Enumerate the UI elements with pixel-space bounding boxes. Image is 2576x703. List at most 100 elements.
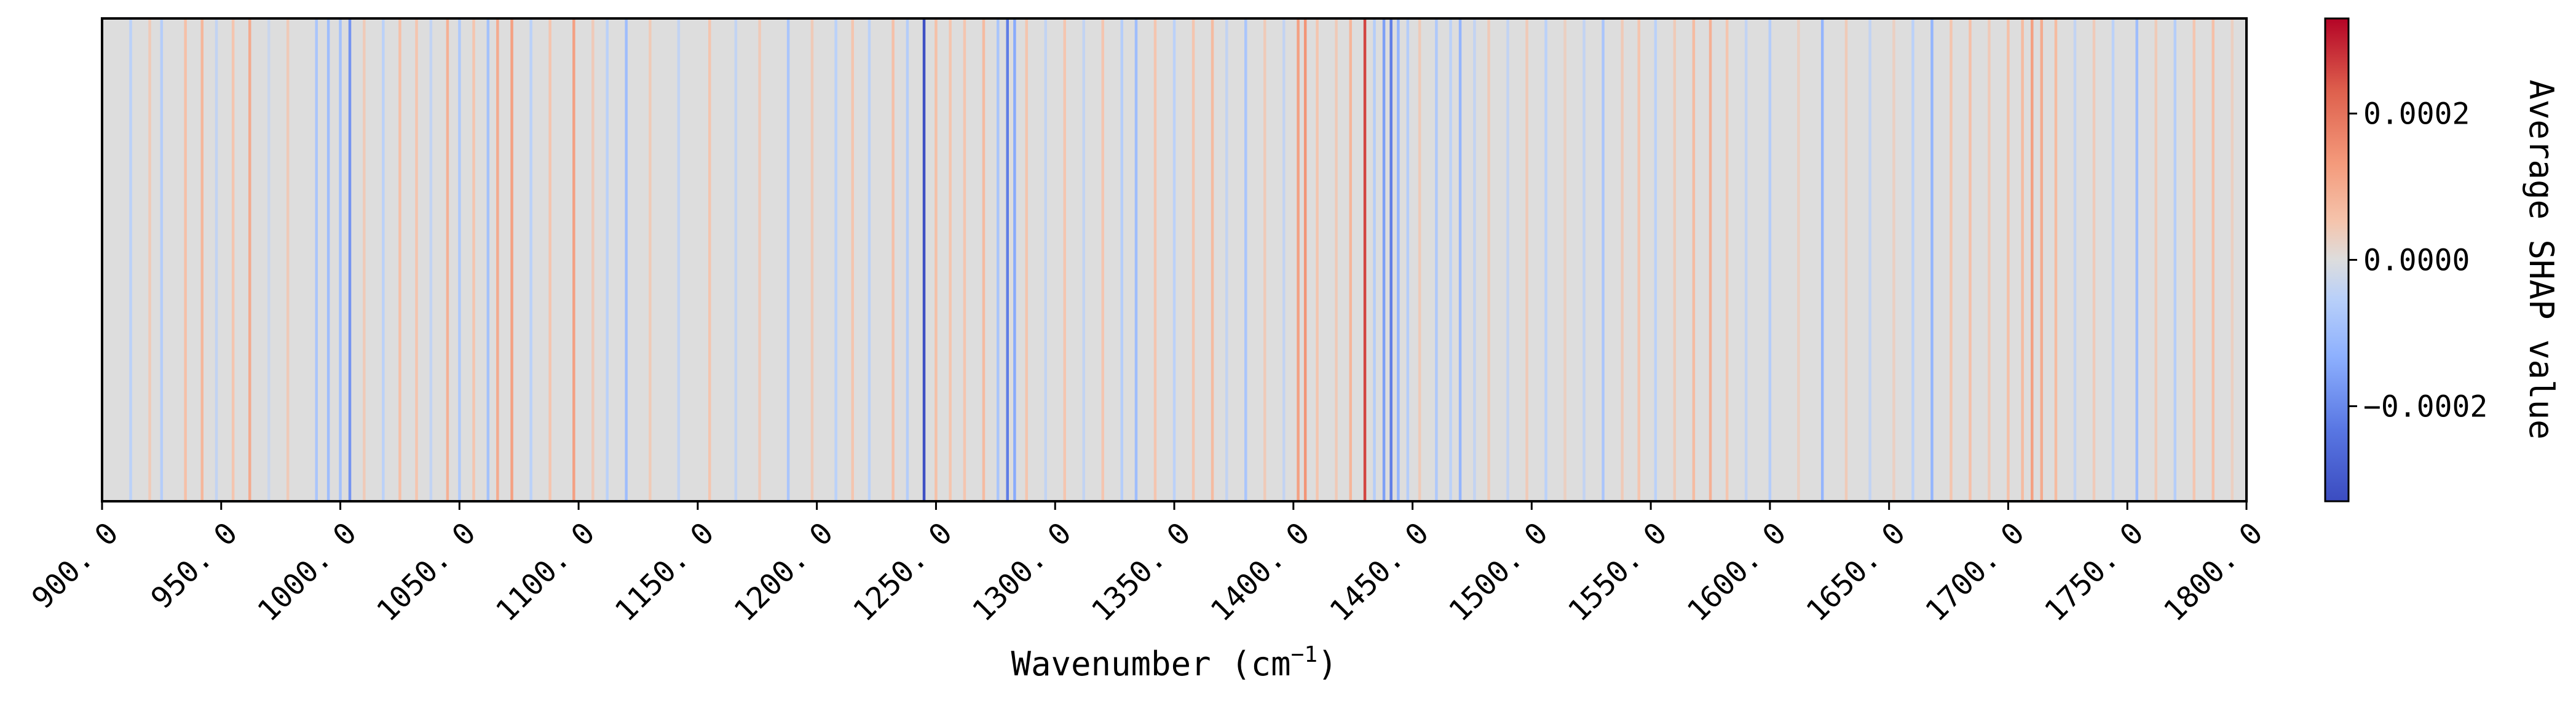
heatmap-band bbox=[2054, 18, 2058, 501]
heatmap-band bbox=[1988, 18, 1991, 501]
heatmap-band bbox=[677, 18, 681, 501]
heatmap-band bbox=[1244, 18, 1247, 501]
heatmap-band bbox=[1969, 18, 1972, 501]
heatmap-band bbox=[1744, 18, 1748, 501]
heatmap-band bbox=[1725, 18, 1729, 501]
heatmap-band bbox=[1654, 18, 1657, 501]
heatmap-band bbox=[2173, 18, 2176, 501]
heatmap-band bbox=[1335, 18, 1338, 501]
heatmap-band bbox=[1525, 18, 1528, 501]
heatmap-band bbox=[851, 18, 854, 501]
colorbar-tick-label: 0.0002 bbox=[2363, 97, 2470, 132]
heatmap-band bbox=[231, 18, 235, 501]
heatmap-band bbox=[2111, 18, 2115, 501]
heatmap-band bbox=[1435, 18, 1438, 501]
heatmap-band bbox=[326, 18, 330, 501]
x-tick-label: 1350. 0 bbox=[1085, 516, 1198, 629]
x-tick-label: 1650. 0 bbox=[1800, 516, 1912, 629]
colorbar-tick-label: 0.0000 bbox=[2363, 244, 2470, 278]
heatmap-band bbox=[2040, 18, 2043, 501]
heatmap-band bbox=[1418, 18, 1421, 501]
heatmap-band bbox=[1950, 18, 1953, 501]
heatmap-band bbox=[1153, 18, 1157, 501]
x-tick-label: 1050. 0 bbox=[370, 516, 483, 629]
heatmap-band bbox=[891, 18, 895, 501]
heatmap-band bbox=[1297, 18, 1300, 501]
heatmap-band bbox=[1892, 18, 1895, 501]
heatmap-band bbox=[1316, 18, 1319, 501]
heatmap-band bbox=[1263, 18, 1266, 501]
x-tick-label: 1600. 0 bbox=[1681, 516, 1793, 629]
heatmap-band bbox=[834, 18, 837, 501]
heatmap-band bbox=[510, 18, 513, 501]
heatmap-band bbox=[1911, 18, 1914, 501]
heatmap-band bbox=[429, 18, 433, 501]
heatmap-band bbox=[2211, 18, 2214, 501]
heatmap-band bbox=[1134, 18, 1138, 501]
heatmap-band bbox=[2192, 18, 2195, 501]
heatmap-band bbox=[1544, 18, 1547, 501]
heatmap-band bbox=[1458, 18, 1462, 501]
heatmap-band bbox=[867, 18, 871, 501]
heatmap-band bbox=[758, 18, 761, 501]
heatmap-band bbox=[1349, 18, 1352, 501]
heatmap-band bbox=[2007, 18, 2010, 501]
heatmap-band bbox=[472, 18, 475, 501]
heatmap-band bbox=[982, 18, 986, 501]
heatmap-band bbox=[734, 18, 738, 501]
x-tick-label: 1000. 0 bbox=[251, 516, 363, 629]
heatmap-band bbox=[1582, 18, 1586, 501]
heatmap-band bbox=[1692, 18, 1696, 501]
colorbar-label: Average SHAP value bbox=[2522, 79, 2561, 439]
x-tick-label: 1550. 0 bbox=[1562, 516, 1674, 629]
heatmap-band bbox=[1868, 18, 1871, 501]
x-axis: 900. 0 950. 0 1000. 0 1050. 0 1100. 0 1150. 0… bbox=[25, 501, 2269, 628]
heatmap-band bbox=[1844, 18, 1848, 501]
heatmap-band bbox=[1120, 18, 1123, 501]
heatmap-band bbox=[572, 18, 575, 501]
heatmap-band bbox=[1768, 18, 1772, 501]
heatmap-band bbox=[1013, 18, 1016, 501]
heatmap-band bbox=[906, 18, 909, 501]
heatmap-band bbox=[1363, 18, 1367, 501]
heatmap-band bbox=[215, 18, 218, 501]
heatmap-bands bbox=[129, 18, 2234, 501]
heatmap-band bbox=[1820, 18, 1824, 501]
x-tick-label: 1250. 0 bbox=[847, 516, 959, 629]
heatmap-band bbox=[1621, 18, 1624, 501]
heatmap-band bbox=[625, 18, 628, 501]
colorbar-ticks: −0.0002 0.0000 0.0002 bbox=[2349, 97, 2487, 424]
heatmap-band bbox=[810, 18, 814, 501]
heatmap-band bbox=[1025, 18, 1028, 501]
heatmap-band bbox=[2154, 18, 2157, 501]
heatmap-band bbox=[1373, 18, 1376, 501]
heatmap-band bbox=[1487, 18, 1490, 501]
heatmap-band bbox=[348, 18, 352, 501]
heatmap-band bbox=[1637, 18, 1640, 501]
heatmap-band bbox=[148, 18, 151, 501]
heatmap-band bbox=[2230, 18, 2234, 501]
heatmap-band bbox=[339, 18, 342, 501]
heatmap-band bbox=[129, 18, 132, 501]
heatmap-band bbox=[1082, 18, 1085, 501]
heatmap-band bbox=[267, 18, 271, 501]
heatmap-area bbox=[101, 17, 2248, 502]
heatmap-band bbox=[1397, 18, 1400, 501]
heatmap-band bbox=[1303, 18, 1307, 501]
heatmap-band bbox=[949, 18, 952, 501]
heatmap-band bbox=[1211, 18, 1214, 501]
heatmap-band bbox=[1449, 18, 1452, 501]
heatmap-band bbox=[1382, 18, 1386, 501]
heatmap-band bbox=[1006, 18, 1009, 501]
x-tick-label: 900. 0 bbox=[25, 516, 125, 616]
heatmap-band bbox=[2031, 18, 2034, 501]
x-tick-label: 1750. 0 bbox=[2038, 516, 2151, 629]
x-tick-label: 1800. 0 bbox=[2157, 516, 2270, 629]
heatmap-band bbox=[415, 18, 418, 501]
heatmap-band bbox=[1506, 18, 1509, 501]
heatmap-band bbox=[2135, 18, 2138, 501]
heatmap-band bbox=[248, 18, 251, 501]
heatmap-band bbox=[1101, 18, 1104, 501]
heatmap-band bbox=[160, 18, 164, 501]
